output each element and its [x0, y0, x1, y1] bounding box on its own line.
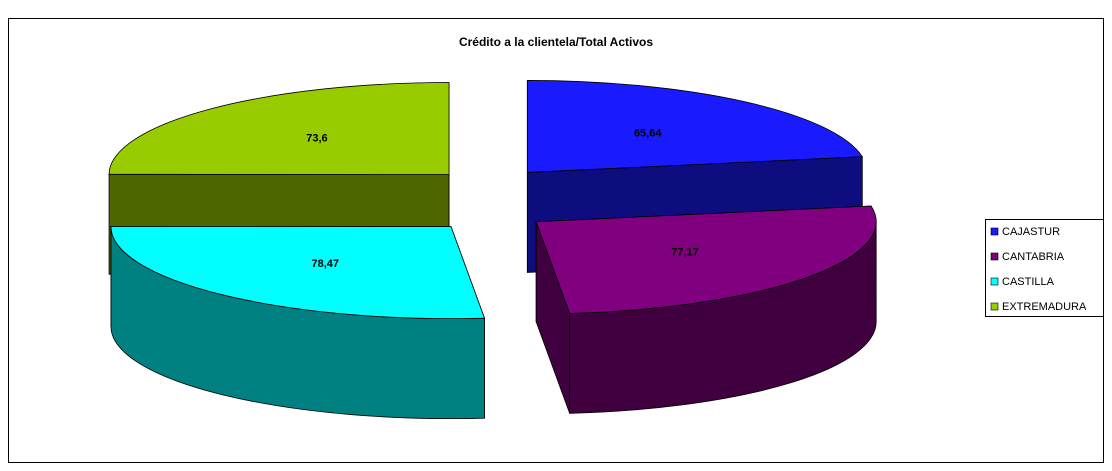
data-label: 77,17 — [671, 246, 699, 258]
legend-label: CAJASTUR — [1002, 226, 1060, 238]
legend-swatch — [990, 302, 999, 311]
legend-swatch — [990, 277, 999, 286]
legend-label: EXTREMADURA — [1002, 301, 1087, 313]
data-label: 78,47 — [312, 258, 340, 270]
legend-label: CANTABRIA — [1002, 251, 1065, 263]
legend-box — [985, 219, 1104, 317]
legend-swatch — [990, 227, 999, 236]
data-label: 73,6 — [306, 133, 327, 145]
legend-swatch — [990, 252, 999, 261]
chart-title: Crédito a la clientela/Total Activos — [459, 35, 653, 49]
slice — [526, 80, 864, 173]
slice — [110, 226, 486, 320]
data-label: 65,64 — [634, 128, 662, 140]
legend-label: CASTILLA — [1002, 276, 1055, 288]
slice — [108, 82, 450, 175]
slice — [535, 205, 877, 314]
